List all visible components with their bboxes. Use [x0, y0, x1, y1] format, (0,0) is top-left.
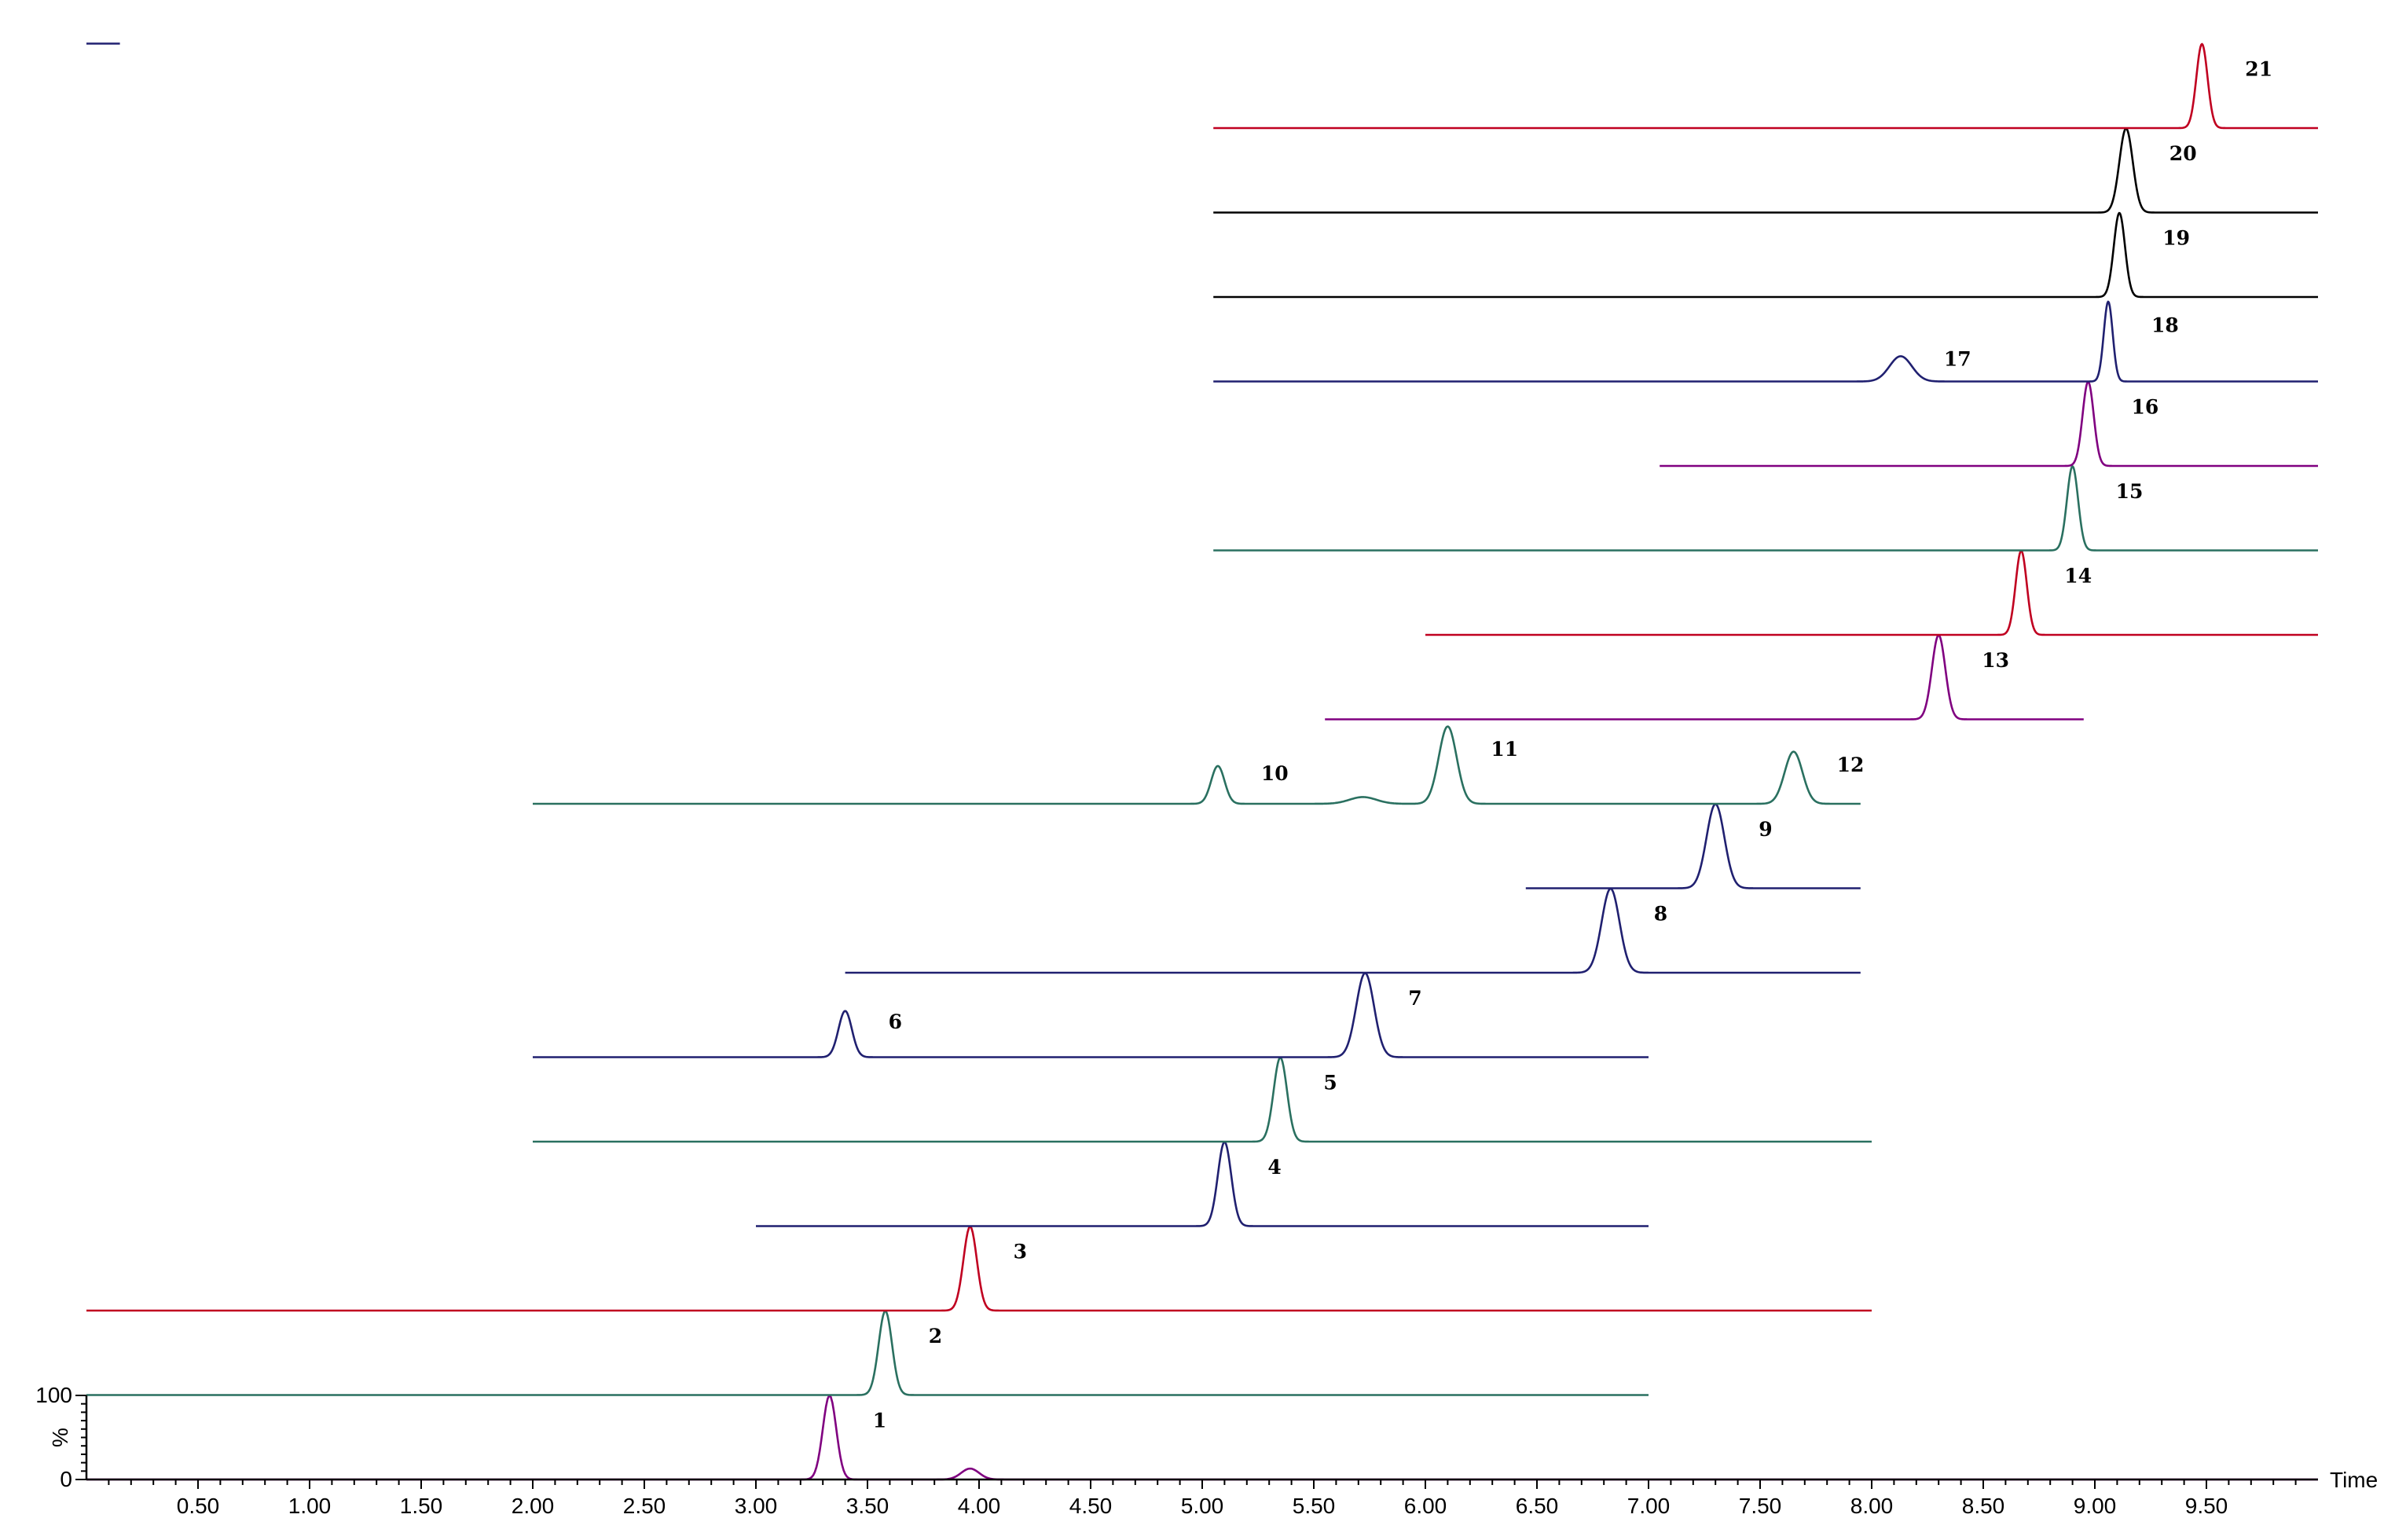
peak-label: 10 — [1261, 762, 1289, 785]
x-axis-ticks — [108, 1480, 2297, 1489]
x-tick-label: 2.50 — [623, 1494, 666, 1518]
x-tick-label: 6.50 — [1516, 1494, 1559, 1518]
x-tick-label: 1.50 — [400, 1494, 443, 1518]
x-tick-label: 8.00 — [1850, 1494, 1894, 1518]
peak-label: 8 — [1654, 903, 1667, 926]
y-tick-label: 100 — [35, 1383, 72, 1407]
y-tick-label: 0 — [60, 1467, 72, 1491]
trace-series-17 — [1212, 42, 2319, 130]
peak-label: 12 — [1837, 754, 1865, 776]
y-axis-ticks: 0 100 — [35, 1383, 86, 1491]
trace-series-11 — [1425, 549, 2319, 636]
trace-series-2 — [86, 1310, 1649, 1396]
trace-series-4 — [755, 1141, 1649, 1227]
peak-label: 18 — [2151, 314, 2179, 337]
x-tick-label: 9.00 — [2074, 1494, 2117, 1518]
x-tick-label: 9.50 — [2185, 1494, 2228, 1518]
trace-series-9 — [532, 725, 1861, 805]
peak-label: 1 — [873, 1410, 886, 1432]
peak-label: 14 — [2064, 565, 2092, 588]
trace-series-10 — [1324, 634, 2085, 720]
x-tick-label: 0.50 — [177, 1494, 220, 1518]
x-tick-label: 1.00 — [288, 1494, 332, 1518]
trace-series-5 — [532, 1056, 1872, 1143]
axes-group: 0.50 1.00 1.50 2.00 2.50 3.00 3.50 4.00 4.50 5.00… — [35, 1383, 2378, 1518]
peak-label: 6 — [889, 1010, 902, 1033]
trace-series-1 — [86, 1394, 2318, 1481]
peak-label: 11 — [1491, 738, 1518, 761]
x-tick-label: 4.00 — [958, 1494, 1001, 1518]
trace-series-13 — [1659, 380, 2319, 468]
x-tick-label: 5.50 — [1293, 1494, 1336, 1518]
traces-group — [85, 42, 2319, 1481]
peak-label: 20 — [2169, 142, 2197, 165]
peak-label: 19 — [2162, 227, 2190, 250]
y-axis-label: % — [48, 1428, 72, 1447]
x-tick-label: 7.00 — [1627, 1494, 1671, 1518]
x-tick-label: 3.50 — [846, 1494, 889, 1518]
x-axis-tick-labels: 0.50 1.00 1.50 2.00 2.50 3.00 3.50 4.00 4.50 5.00… — [177, 1494, 2228, 1518]
peak-label: 15 — [2116, 480, 2144, 503]
peak-label: 2 — [929, 1325, 942, 1348]
x-tick-label: 3.00 — [735, 1494, 778, 1518]
trace-series-14 — [1212, 300, 2319, 383]
peak-label: 16 — [2132, 396, 2159, 419]
x-tick-label: 6.00 — [1404, 1494, 1447, 1518]
trace-series-6 — [532, 972, 1649, 1058]
trace-series-15 — [1212, 211, 2319, 299]
peak-label: 5 — [1323, 1072, 1337, 1094]
x-axis-label: Time — [2330, 1468, 2378, 1492]
trace-series-16 — [1212, 127, 2319, 214]
x-tick-label: 2.00 — [512, 1494, 555, 1518]
x-tick-label: 4.50 — [1069, 1494, 1113, 1518]
peak-label: 21 — [2245, 58, 2272, 81]
peak-label: 3 — [1014, 1241, 1027, 1263]
peak-label: 4 — [1267, 1156, 1281, 1179]
x-tick-label: 7.50 — [1739, 1494, 1782, 1518]
peak-label: 17 — [1944, 348, 1971, 371]
trace-series-12 — [1212, 465, 2319, 552]
trace-series-7 — [845, 887, 1861, 974]
peak-label: 7 — [1408, 987, 1421, 1010]
x-tick-label: 8.50 — [1962, 1494, 2005, 1518]
trace-series-8 — [1524, 803, 1861, 889]
trace-series-3 — [86, 1225, 1872, 1312]
x-tick-label: 5.00 — [1181, 1494, 1224, 1518]
peak-label: 9 — [1759, 818, 1772, 841]
peak-label: 13 — [1982, 649, 2009, 672]
